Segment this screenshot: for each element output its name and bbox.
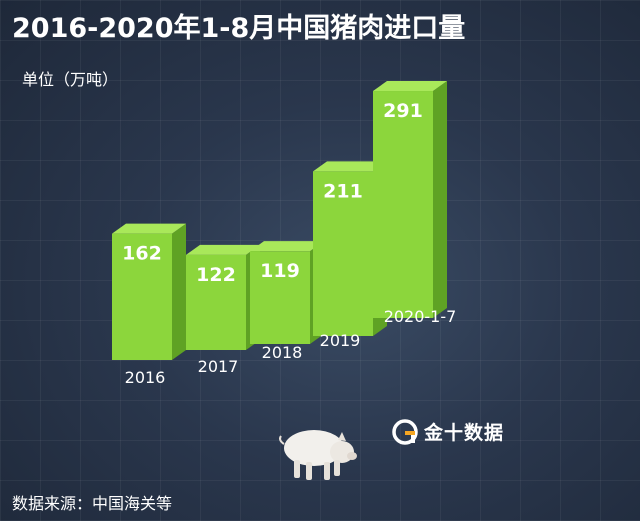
bar-side — [172, 223, 186, 360]
value-label: 211 — [323, 180, 363, 202]
jin10-logo-icon — [392, 418, 418, 445]
value-label: 291 — [383, 100, 423, 122]
bar-front — [373, 91, 433, 319]
bar-2018 — [250, 241, 324, 344]
watermark-text: 金十数据 — [424, 422, 505, 444]
bar-front — [112, 233, 172, 360]
bar-top — [186, 244, 260, 255]
bar-front — [313, 171, 373, 336]
value-label: 122 — [196, 264, 236, 286]
value-label: 162 — [122, 243, 162, 265]
bar-side — [433, 81, 447, 319]
bar-2017 — [186, 244, 260, 350]
unit-label: 单位（万吨） — [22, 70, 119, 89]
value-label: 119 — [260, 260, 300, 282]
chart-title: 2016-2020年1-8月中国猪肉进口量 — [12, 13, 466, 44]
category-label: 2018 — [262, 343, 303, 362]
bar-2016 — [112, 223, 186, 360]
bar-front — [186, 254, 246, 350]
category-label: 2016 — [125, 368, 166, 387]
bar-top — [112, 223, 186, 234]
category-label: 2019 — [320, 331, 361, 350]
bar-top — [250, 241, 324, 252]
pig-image — [279, 430, 357, 480]
category-label: 2020-1-7 — [384, 307, 457, 326]
watermark: 金十数据 — [392, 418, 504, 445]
source-note: 数据来源：中国海关等 — [12, 494, 173, 513]
bar-top — [373, 81, 447, 92]
bar-top — [313, 161, 387, 172]
bar-2020-1-7 — [373, 81, 447, 319]
bar-front — [250, 251, 310, 344]
category-label: 2017 — [198, 357, 239, 376]
